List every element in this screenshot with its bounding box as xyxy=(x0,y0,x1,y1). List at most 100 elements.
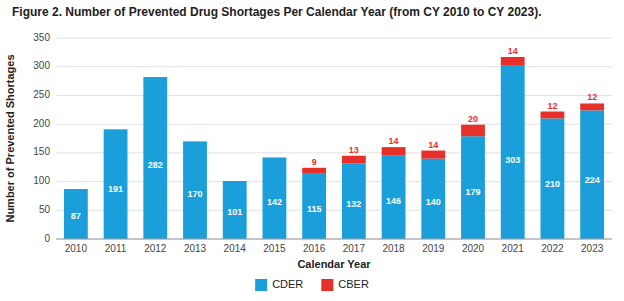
bar-cder xyxy=(421,159,445,239)
data-label: 303 xyxy=(505,155,520,165)
bar-cder xyxy=(183,141,207,239)
legend-swatch xyxy=(321,279,333,291)
data-label: 101 xyxy=(227,207,242,217)
y-tick-label: 50 xyxy=(39,204,51,215)
chart: Figure 2. Number of Prevented Drug Short… xyxy=(0,0,624,301)
bar-cder xyxy=(223,181,247,239)
bar-cber xyxy=(302,168,326,173)
title-line: Figure 2. Number of Prevented Drug Short… xyxy=(12,5,542,19)
grid-line xyxy=(56,38,612,39)
x-tick-label: 2016 xyxy=(303,243,326,254)
data-label: 191 xyxy=(108,184,123,194)
bar-cder xyxy=(501,65,525,239)
bar-cder xyxy=(263,157,287,239)
y-tick-label: 150 xyxy=(33,146,50,157)
bar-cber xyxy=(461,125,485,136)
bar-cder xyxy=(302,173,326,239)
data-label: 132 xyxy=(346,199,361,209)
data-label: 9 xyxy=(312,157,317,167)
bar-cber xyxy=(501,57,525,65)
legend-label: CDER xyxy=(272,278,303,290)
x-axis: 2010 2011 2012 2013 2014 2015 2016 2017 2018 2019… xyxy=(65,243,604,254)
data-label: 224 xyxy=(585,175,600,185)
bar-cder xyxy=(541,118,565,239)
y-axis: 0 50 100 150 200 250 300 350 xyxy=(33,32,50,244)
bar-cber xyxy=(263,157,287,158)
data-label: 179 xyxy=(465,187,480,197)
legend-label: CBER xyxy=(338,278,369,290)
y-tick-label: 350 xyxy=(33,32,50,43)
x-tick-label: 2022 xyxy=(541,243,564,254)
x-tick-label: 2015 xyxy=(263,243,286,254)
y-tick-label: 250 xyxy=(33,89,50,100)
data-label: 14 xyxy=(508,46,518,56)
x-tick-label: 2021 xyxy=(502,243,525,254)
data-label: 14 xyxy=(389,136,399,146)
y-tick-label: 300 xyxy=(33,60,50,71)
bar-cder xyxy=(104,129,128,239)
bar-cber xyxy=(382,147,406,155)
data-label: 140 xyxy=(426,197,441,207)
bar-cber xyxy=(64,189,88,190)
x-tick-label: 2023 xyxy=(581,243,604,254)
legend: CDER CBER xyxy=(255,278,369,291)
grid-line xyxy=(56,152,612,153)
bars xyxy=(64,57,604,239)
x-axis-label: Calendar Year xyxy=(297,258,371,270)
grid-line xyxy=(56,66,612,67)
bar-cber xyxy=(580,103,604,110)
data-label: 282 xyxy=(148,160,163,170)
y-tick-label: 0 xyxy=(44,233,50,244)
grid-line xyxy=(56,239,612,240)
bar-cber xyxy=(421,151,445,159)
data-label: 13 xyxy=(349,145,359,155)
x-tick-label: 2011 xyxy=(105,243,127,254)
data-label: 12 xyxy=(547,101,557,111)
title: Figure 2. Number of Prevented Drug Short… xyxy=(12,5,542,19)
x-tick-label: 2020 xyxy=(462,243,485,254)
x-tick-label: 2013 xyxy=(184,243,207,254)
bar-cber xyxy=(183,141,207,142)
grid-line xyxy=(56,210,612,211)
grid-line xyxy=(56,95,612,96)
x-tick-label: 2014 xyxy=(224,243,247,254)
x-tick-label: 2012 xyxy=(144,243,167,254)
bar-cder xyxy=(461,136,485,239)
x-tick-label: 2019 xyxy=(422,243,445,254)
legend-item: CBER xyxy=(321,278,369,291)
grid-line xyxy=(56,124,612,125)
bar-cder xyxy=(64,189,88,239)
bar-cder xyxy=(580,110,604,239)
background xyxy=(0,0,624,301)
bar-cber xyxy=(342,156,366,163)
x-tick-label: 2018 xyxy=(382,243,405,254)
data-labels: 87 191 282 170 101 142 115 132 146 140 179 303 210 22… xyxy=(71,46,600,221)
data-label: 115 xyxy=(307,204,322,214)
data-label: 14 xyxy=(428,140,438,150)
grid xyxy=(56,38,612,239)
bar-cber xyxy=(143,77,167,78)
data-label: 210 xyxy=(545,179,560,189)
y-tick-label: 200 xyxy=(33,118,50,129)
data-label: 142 xyxy=(267,197,282,207)
data-label: 87 xyxy=(71,211,81,221)
bar-cder xyxy=(143,77,167,239)
x-tick-label: 2010 xyxy=(65,243,88,254)
y-tick-label: 100 xyxy=(33,175,50,186)
bar-cber xyxy=(541,112,565,119)
x-axis-line xyxy=(56,239,612,240)
y-axis-label: Number of Prevented Shortages xyxy=(4,54,16,222)
bar-cber xyxy=(223,180,247,181)
legend-swatch xyxy=(255,279,267,291)
bar-cder xyxy=(382,155,406,239)
bar-cber xyxy=(104,129,128,130)
data-label: 20 xyxy=(468,114,478,124)
data-label: 170 xyxy=(187,189,202,199)
data-label: 12 xyxy=(587,92,597,102)
data-label: 146 xyxy=(386,196,401,206)
x-tick-label: 2017 xyxy=(343,243,366,254)
legend-item: CDER xyxy=(255,278,303,291)
bar-cder xyxy=(342,163,366,239)
title-group: Figure 2. Number of Prevented Drug Short… xyxy=(12,5,542,19)
grid-line xyxy=(56,181,612,182)
